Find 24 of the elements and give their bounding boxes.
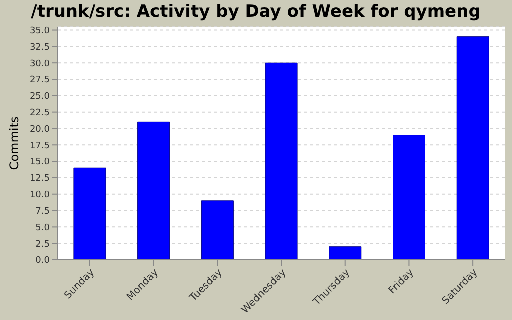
y-tick-label: 32.5 bbox=[30, 42, 50, 53]
chart-title: /trunk/src: Activity by Day of Week for qymeng bbox=[30, 2, 482, 22]
y-tick-label: 17.5 bbox=[30, 141, 50, 152]
y-tick-label: 2.5 bbox=[36, 240, 50, 250]
bar bbox=[456, 36, 490, 260]
y-tick-label: 7.5 bbox=[36, 206, 50, 217]
y-tick-label: 0.0 bbox=[36, 256, 50, 266]
y-axis-title: Commits bbox=[7, 116, 22, 170]
bar bbox=[74, 168, 106, 260]
y-tick-label: 5.0 bbox=[36, 223, 50, 234]
bar bbox=[201, 200, 234, 260]
bar bbox=[329, 246, 362, 260]
y-tick-label: 15.0 bbox=[30, 158, 50, 168]
y-tick-label: 10.0 bbox=[30, 190, 50, 201]
y-tick-label: 30.0 bbox=[30, 59, 50, 70]
y-tick-label: 12.5 bbox=[30, 174, 50, 184]
y-tick-label: 20.0 bbox=[30, 124, 50, 135]
bar bbox=[393, 135, 426, 260]
bar bbox=[138, 122, 170, 260]
y-tick-label: 35.0 bbox=[30, 26, 50, 36]
y-tick-label: 27.5 bbox=[30, 76, 50, 86]
y-tick-label: 25.0 bbox=[30, 92, 50, 102]
y-tick-label: 22.5 bbox=[30, 108, 50, 119]
bar bbox=[265, 62, 298, 260]
